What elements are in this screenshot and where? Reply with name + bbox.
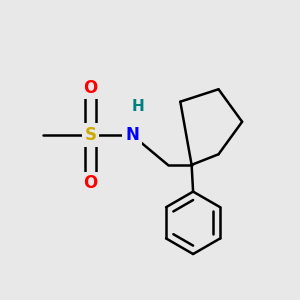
Text: O: O: [83, 174, 98, 192]
Text: S: S: [85, 126, 97, 144]
Text: N: N: [125, 126, 139, 144]
Text: O: O: [83, 79, 98, 97]
Text: H: H: [132, 99, 145, 114]
